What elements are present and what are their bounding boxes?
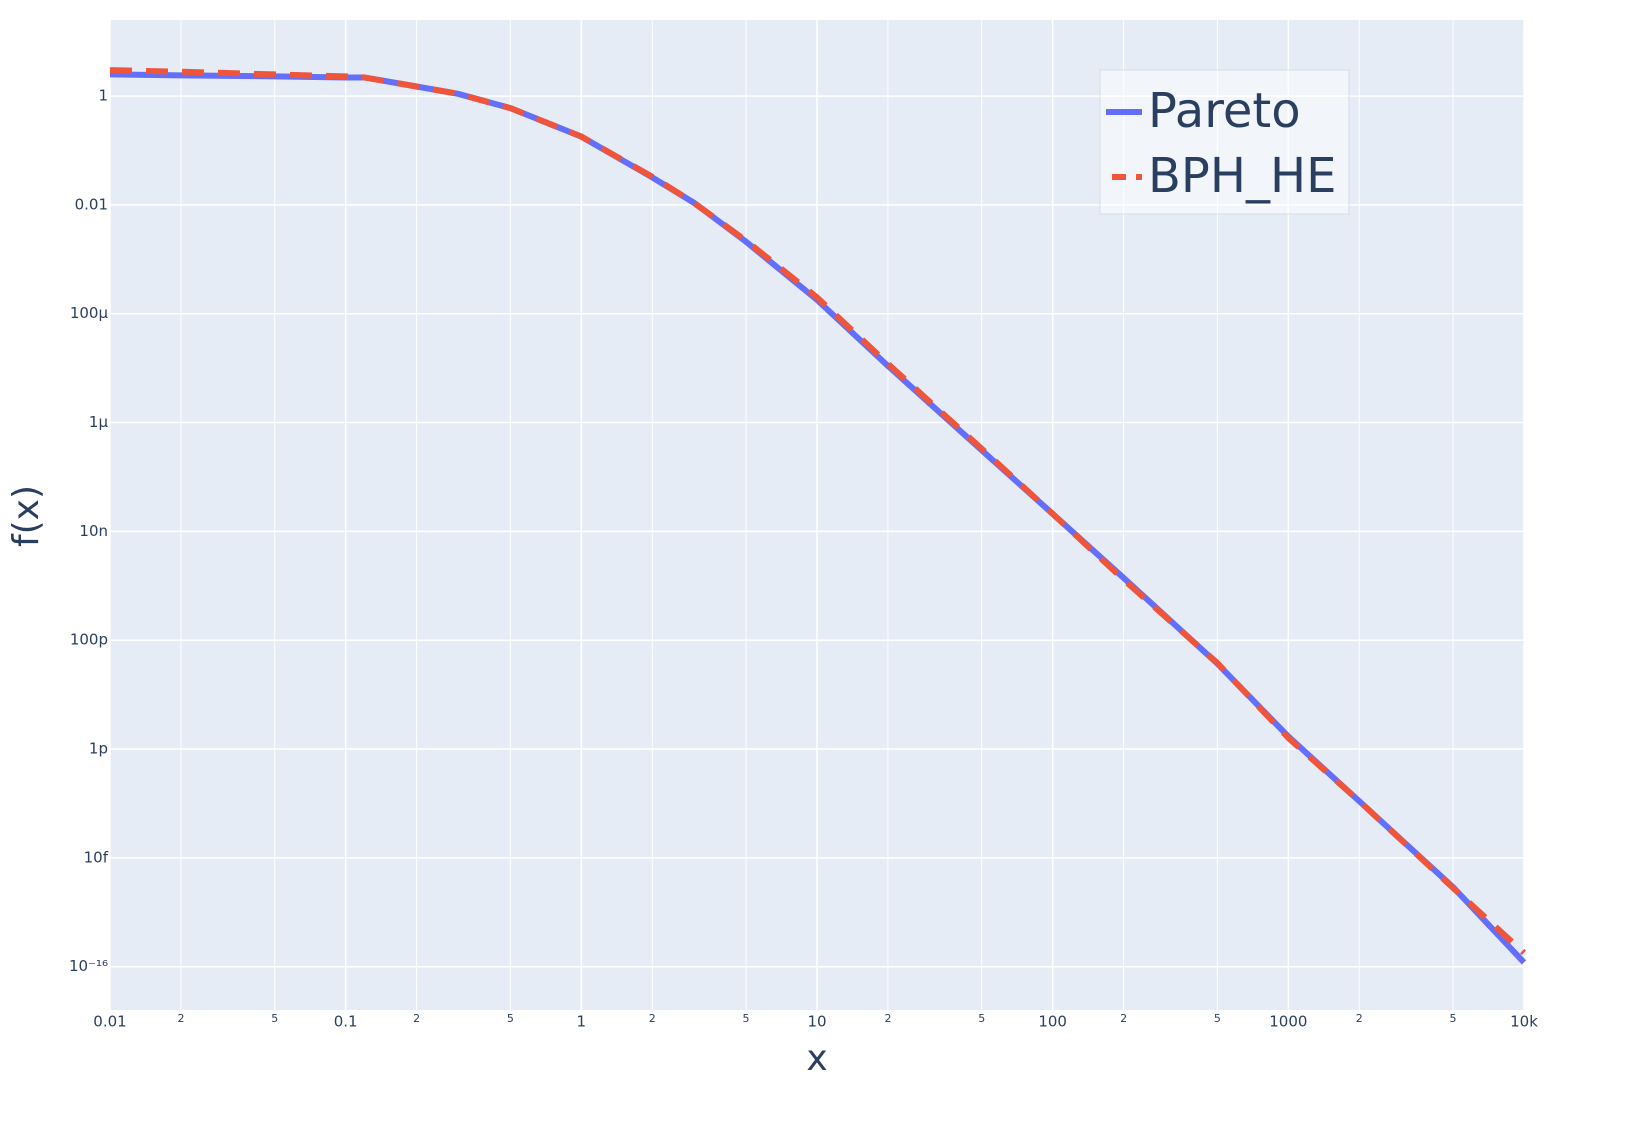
x-tick-label: 2 bbox=[1356, 1012, 1363, 1025]
x-tick-label: 1000 bbox=[1269, 1013, 1307, 1031]
y-tick-label: 100µ bbox=[70, 304, 109, 322]
legend-box bbox=[1099, 69, 1350, 215]
y-axis-title: f(x) bbox=[6, 485, 47, 547]
legend-label: Pareto bbox=[1148, 83, 1301, 139]
x-tick-label: 2 bbox=[649, 1012, 656, 1025]
legend-label: BPH_HE bbox=[1148, 148, 1336, 204]
x-tick-label: 0.01 bbox=[93, 1013, 126, 1031]
x-tick-label: 10k bbox=[1510, 1013, 1538, 1031]
x-tick-label: 10 bbox=[807, 1013, 826, 1031]
x-tick-label: 0.1 bbox=[334, 1013, 358, 1031]
x-tick-label: 5 bbox=[1450, 1012, 1457, 1025]
x-tick-label: 5 bbox=[1214, 1012, 1221, 1025]
y-tick-label: 10⁻¹⁶ bbox=[69, 957, 108, 975]
y-tick-label: 1p bbox=[89, 740, 108, 758]
y-tick-label: 10f bbox=[84, 848, 109, 866]
y-tick-label: 100p bbox=[70, 631, 108, 649]
y-tick-label: 1 bbox=[98, 87, 108, 105]
series-line bbox=[109, 71, 1527, 965]
y-tick-label: 0.01 bbox=[75, 195, 108, 213]
ticks: 0.01 2 5 0.1 2 5 1 2 5 10 2 5 100 2 5 1000 2 5 10k 1 0.01 100… bbox=[69, 87, 1538, 1031]
legend: Pareto BPH_HE bbox=[1099, 69, 1350, 215]
y-tick-label: 1µ bbox=[89, 413, 109, 431]
x-tick-label: 2 bbox=[413, 1012, 420, 1025]
x-tick-label: 5 bbox=[978, 1012, 985, 1025]
x-tick-label: 1 bbox=[577, 1013, 587, 1031]
x-axis-title: x bbox=[806, 1038, 827, 1079]
x-tick-label: 2 bbox=[1120, 1012, 1127, 1025]
y-tick-label: 10n bbox=[79, 522, 108, 540]
x-tick-label: 2 bbox=[884, 1012, 891, 1025]
x-tick-label: 5 bbox=[271, 1012, 278, 1025]
x-tick-label: 2 bbox=[177, 1012, 184, 1025]
x-tick-label: 5 bbox=[743, 1012, 750, 1025]
x-tick-label: 100 bbox=[1038, 1013, 1067, 1031]
x-tick-label: 5 bbox=[507, 1012, 514, 1025]
lines bbox=[109, 67, 1527, 965]
